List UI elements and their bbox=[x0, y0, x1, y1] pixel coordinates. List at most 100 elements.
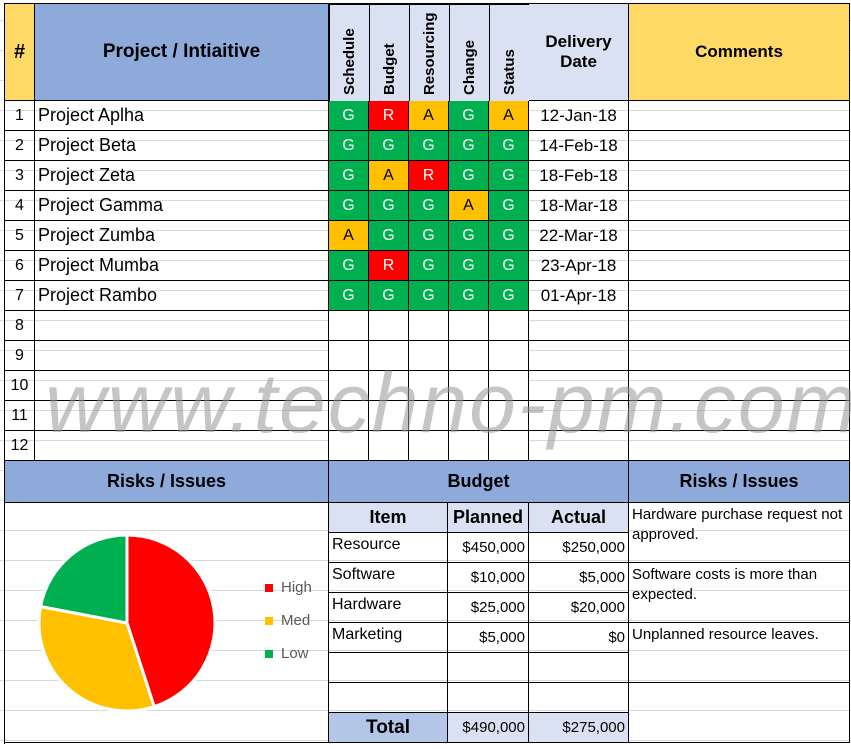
row-number[interactable]: 1 bbox=[5, 101, 35, 131]
rating-resourcing[interactable]: G bbox=[409, 281, 449, 311]
rating-resourcing[interactable] bbox=[409, 341, 449, 371]
rating-budget[interactable]: G bbox=[369, 221, 409, 251]
comment-cell[interactable] bbox=[629, 251, 850, 281]
rating-status[interactable]: A bbox=[489, 101, 529, 131]
rating-resourcing[interactable] bbox=[409, 311, 449, 341]
project-name[interactable]: Project Zumba bbox=[35, 221, 329, 251]
rating-schedule[interactable]: A bbox=[329, 221, 369, 251]
rating-resourcing[interactable]: R bbox=[409, 161, 449, 191]
project-name[interactable] bbox=[35, 401, 329, 431]
comment-cell[interactable] bbox=[629, 101, 850, 131]
project-name[interactable]: Project Rambo bbox=[35, 281, 329, 311]
rating-status[interactable] bbox=[489, 401, 529, 431]
rating-schedule[interactable]: G bbox=[329, 251, 369, 281]
budget-item[interactable]: Software bbox=[329, 563, 448, 593]
row-number[interactable]: 11 bbox=[5, 401, 35, 431]
delivery-date[interactable]: 18-Feb-18 bbox=[529, 161, 629, 191]
rating-status[interactable]: G bbox=[489, 131, 529, 161]
rating-schedule[interactable]: G bbox=[329, 281, 369, 311]
rating-schedule[interactable] bbox=[329, 401, 369, 431]
rating-budget[interactable] bbox=[369, 311, 409, 341]
row-number[interactable]: 7 bbox=[5, 281, 35, 311]
rating-schedule[interactable]: G bbox=[329, 131, 369, 161]
row-number[interactable]: 2 bbox=[5, 131, 35, 161]
budget-planned[interactable]: $5,000 bbox=[448, 623, 529, 653]
delivery-date[interactable] bbox=[529, 371, 629, 401]
budget-item[interactable]: Marketing bbox=[329, 623, 448, 653]
rating-schedule[interactable]: G bbox=[329, 161, 369, 191]
issue-note[interactable]: Unplanned resource leaves. bbox=[629, 623, 850, 683]
comment-cell[interactable] bbox=[629, 311, 850, 341]
row-number[interactable]: 4 bbox=[5, 191, 35, 221]
rating-status[interactable]: G bbox=[489, 281, 529, 311]
rating-change[interactable] bbox=[449, 311, 489, 341]
budget-actual[interactable]: $0 bbox=[529, 623, 629, 653]
rating-status[interactable] bbox=[489, 371, 529, 401]
budget-planned[interactable]: $25,000 bbox=[448, 593, 529, 623]
row-number[interactable]: 12 bbox=[5, 431, 35, 461]
row-number[interactable]: 10 bbox=[5, 371, 35, 401]
delivery-date[interactable] bbox=[529, 341, 629, 371]
delivery-date[interactable] bbox=[529, 401, 629, 431]
rating-resourcing[interactable]: G bbox=[409, 221, 449, 251]
rating-change[interactable]: G bbox=[449, 281, 489, 311]
budget-actual[interactable]: $20,000 bbox=[529, 593, 629, 623]
rating-schedule[interactable] bbox=[329, 311, 369, 341]
rating-change[interactable]: G bbox=[449, 221, 489, 251]
rating-status[interactable]: G bbox=[489, 221, 529, 251]
issue-note[interactable]: Software costs is more than expected. bbox=[629, 563, 850, 623]
comment-cell[interactable] bbox=[629, 191, 850, 221]
rating-change[interactable]: G bbox=[449, 101, 489, 131]
project-name[interactable]: Project Beta bbox=[35, 131, 329, 161]
delivery-date[interactable] bbox=[529, 431, 629, 461]
rating-resourcing[interactable] bbox=[409, 431, 449, 461]
budget-actual[interactable]: $250,000 bbox=[529, 533, 629, 563]
comment-cell[interactable] bbox=[629, 401, 850, 431]
row-number[interactable]: 6 bbox=[5, 251, 35, 281]
budget-planned[interactable] bbox=[448, 683, 529, 713]
issue-note[interactable]: Hardware purchase request not approved. bbox=[629, 503, 850, 563]
rating-change[interactable] bbox=[449, 341, 489, 371]
rating-resourcing[interactable] bbox=[409, 401, 449, 431]
rating-resourcing[interactable]: A bbox=[409, 101, 449, 131]
budget-item[interactable]: Hardware bbox=[329, 593, 448, 623]
rating-resourcing[interactable]: G bbox=[409, 131, 449, 161]
rating-budget[interactable]: A bbox=[369, 161, 409, 191]
rating-schedule[interactable] bbox=[329, 371, 369, 401]
budget-actual[interactable] bbox=[529, 653, 629, 683]
rating-change[interactable]: G bbox=[449, 131, 489, 161]
project-name[interactable]: Project Mumba bbox=[35, 251, 329, 281]
rating-schedule[interactable]: G bbox=[329, 191, 369, 221]
row-number[interactable]: 3 bbox=[5, 161, 35, 191]
comment-cell[interactable] bbox=[629, 221, 850, 251]
comment-cell[interactable] bbox=[629, 371, 850, 401]
rating-schedule[interactable] bbox=[329, 431, 369, 461]
rating-change[interactable] bbox=[449, 371, 489, 401]
project-name[interactable] bbox=[35, 371, 329, 401]
delivery-date[interactable] bbox=[529, 311, 629, 341]
project-name[interactable]: Project Aplha bbox=[35, 101, 329, 131]
rating-budget[interactable]: G bbox=[369, 131, 409, 161]
comment-cell[interactable] bbox=[629, 431, 850, 461]
rating-status[interactable]: G bbox=[489, 161, 529, 191]
row-number[interactable]: 9 bbox=[5, 341, 35, 371]
budget-planned[interactable] bbox=[448, 653, 529, 683]
rating-resourcing[interactable]: G bbox=[409, 191, 449, 221]
comment-cell[interactable] bbox=[629, 341, 850, 371]
delivery-date[interactable]: 22-Mar-18 bbox=[529, 221, 629, 251]
comment-cell[interactable] bbox=[629, 161, 850, 191]
project-name[interactable]: Project Gamma bbox=[35, 191, 329, 221]
rating-change[interactable] bbox=[449, 401, 489, 431]
project-name[interactable] bbox=[35, 311, 329, 341]
budget-planned[interactable]: $450,000 bbox=[448, 533, 529, 563]
project-name[interactable] bbox=[35, 341, 329, 371]
rating-budget[interactable] bbox=[369, 431, 409, 461]
delivery-date[interactable]: 01-Apr-18 bbox=[529, 281, 629, 311]
rating-budget[interactable] bbox=[369, 371, 409, 401]
row-number[interactable]: 5 bbox=[5, 221, 35, 251]
rating-change[interactable]: G bbox=[449, 251, 489, 281]
delivery-date[interactable]: 14-Feb-18 bbox=[529, 131, 629, 161]
rating-change[interactable]: A bbox=[449, 191, 489, 221]
rating-budget[interactable] bbox=[369, 401, 409, 431]
project-name[interactable]: Project Zeta bbox=[35, 161, 329, 191]
